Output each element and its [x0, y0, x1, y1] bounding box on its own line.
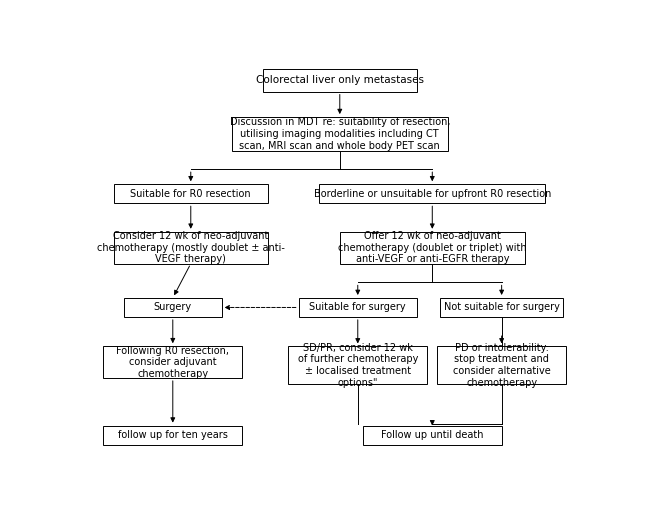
FancyBboxPatch shape [124, 298, 221, 317]
Text: SD/PR, consider 12 wk
of further chemotherapy
± localised treatment
options": SD/PR, consider 12 wk of further chemoth… [298, 343, 418, 387]
FancyBboxPatch shape [438, 347, 566, 384]
FancyBboxPatch shape [263, 68, 417, 92]
Text: follow up for ten years: follow up for ten years [118, 430, 227, 440]
Text: Borderline or unsuitable for upfront R0 resection: Borderline or unsuitable for upfront R0 … [314, 189, 551, 199]
FancyBboxPatch shape [103, 346, 242, 378]
FancyBboxPatch shape [299, 298, 417, 317]
Text: Not suitable for surgery: Not suitable for surgery [444, 303, 560, 312]
Text: Following R0 resection,
consider adjuvant
chemotherapy: Following R0 resection, consider adjuvan… [116, 346, 229, 379]
Text: Consider 12 wk of neo-adjuvant
chemotherapy (mostly doublet ± anti-
VEGF therapy: Consider 12 wk of neo-adjuvant chemother… [97, 231, 284, 264]
FancyBboxPatch shape [340, 232, 525, 264]
FancyBboxPatch shape [320, 184, 546, 204]
Text: PD or intolerability:
stop treatment and
consider alternative
chemotherapy: PD or intolerability: stop treatment and… [453, 343, 550, 387]
Text: Surgery: Surgery [154, 303, 192, 312]
Text: Suitable for surgery: Suitable for surgery [310, 303, 406, 312]
FancyBboxPatch shape [288, 347, 427, 384]
Text: Offer 12 wk of neo-adjuvant
chemotherapy (doublet or triplet) with
anti-VEGF or : Offer 12 wk of neo-adjuvant chemotherapy… [338, 231, 526, 264]
Text: Colorectal liver only metastases: Colorectal liver only metastases [256, 75, 424, 85]
FancyBboxPatch shape [114, 232, 268, 264]
Text: Follow up until death: Follow up until death [381, 430, 483, 440]
FancyBboxPatch shape [363, 425, 502, 444]
FancyBboxPatch shape [440, 298, 564, 317]
FancyBboxPatch shape [232, 117, 448, 151]
Text: Discussion in MDT re: suitability of resection,
utilising imaging modalities inc: Discussion in MDT re: suitability of res… [229, 118, 450, 151]
Text: Suitable for R0 resection: Suitable for R0 resection [131, 189, 251, 199]
FancyBboxPatch shape [114, 184, 268, 204]
FancyBboxPatch shape [103, 425, 242, 444]
